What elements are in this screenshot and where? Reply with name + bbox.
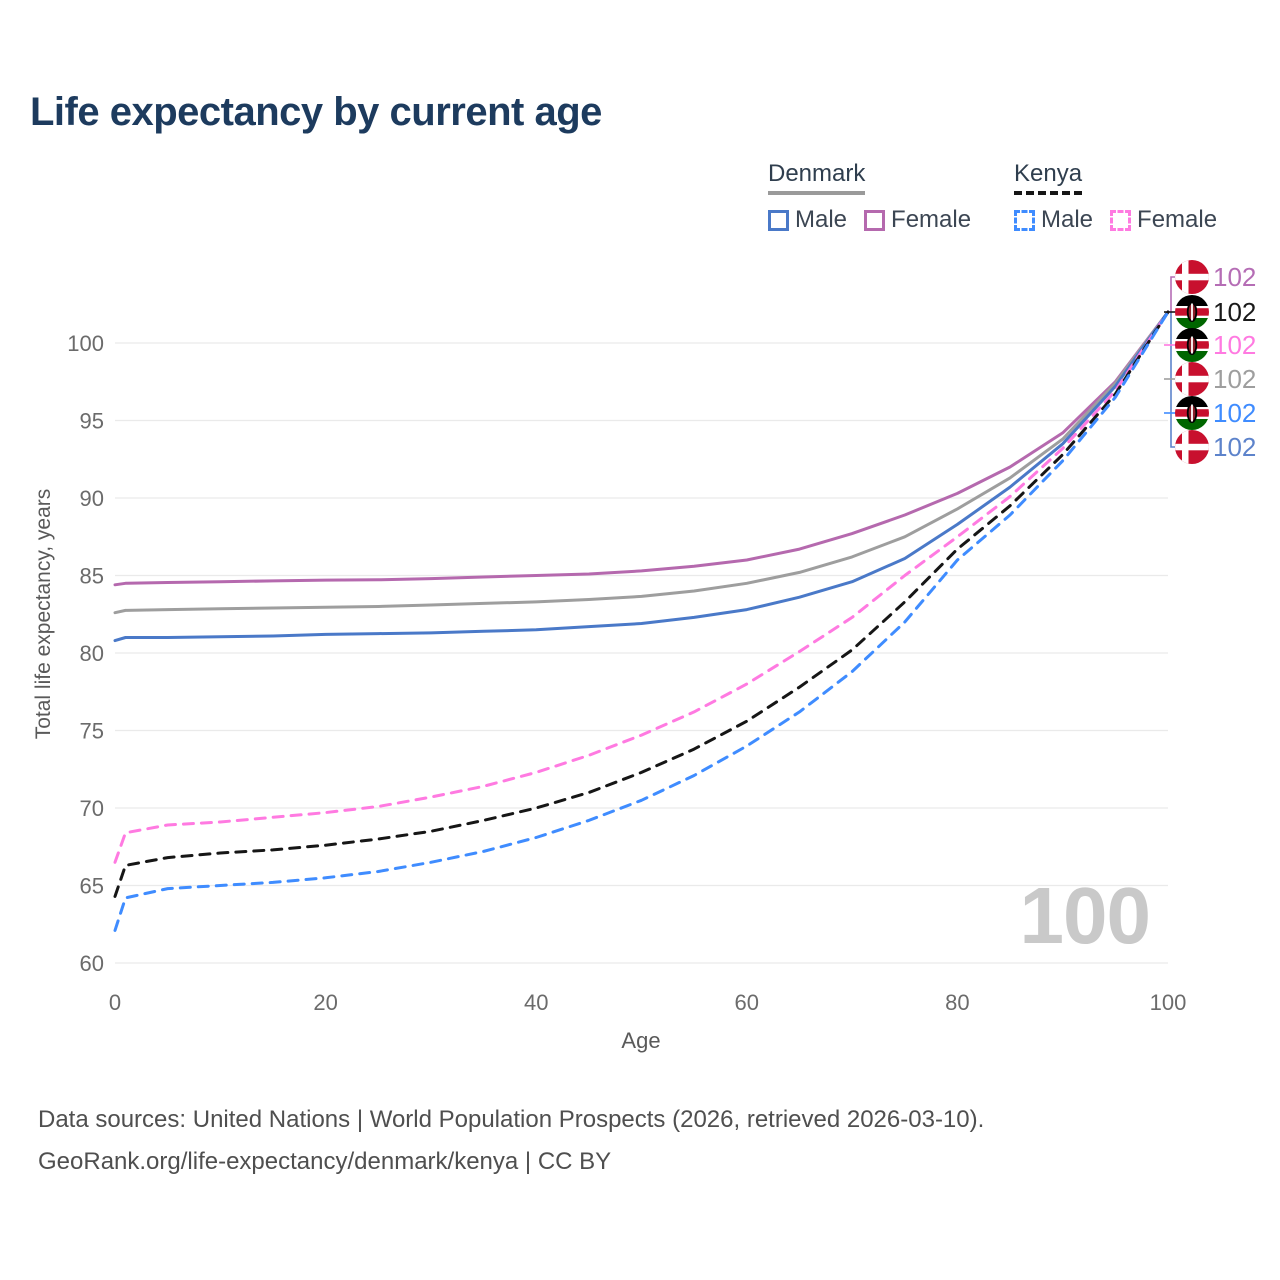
series-kenya-male[interactable] [113,310,1170,932]
legend-kenya-male-label: Male [1041,206,1094,233]
end-label-denmark-male: 102 [1213,432,1256,462]
legend-denmark-male-label: Male [795,206,848,233]
x-tick-60: 60 [735,990,759,1015]
x-tick-20: 20 [313,990,337,1015]
y-tick-90: 90 [80,486,104,511]
kenya-female-swatch-icon [1110,209,1132,231]
denmark-female-swatch-icon [864,209,886,231]
kenya-flag-icon [1175,328,1209,362]
legend-kenya-male[interactable]: Male [1014,206,1093,234]
x-tick-100: 100 [1150,990,1187,1015]
x-tick-80: 80 [945,990,969,1015]
y-axis-title: Total life expectancy, years [32,488,55,740]
legend-denmark-header[interactable]: Denmark [768,160,866,195]
series-denmark-both-sexes[interactable] [113,310,1170,615]
series-denmark-female[interactable] [113,310,1170,587]
legend-denmark-male[interactable]: Male [768,206,847,234]
denmark-flag-icon [1175,430,1209,464]
footer-attribution: GeoRank.org/life-expectancy/denmark/keny… [38,1148,612,1175]
x-tick-40: 40 [524,990,548,1015]
y-tick-60: 60 [80,951,104,976]
legend-denmark-female-label: Female [891,206,972,233]
legend-group-denmark: Denmark Male Female [768,160,971,234]
denmark-flag-icon [1175,362,1209,396]
legend-group-kenya: Kenya Male Female [1014,160,1217,234]
legend-kenya-female-label: Female [1137,206,1218,233]
y-tick-95: 95 [80,409,104,434]
x-axis-title: Age [621,1028,661,1053]
y-tick-75: 75 [80,719,104,744]
end-label-kenya-female: 102 [1213,330,1256,360]
series-denmark-male[interactable] [113,310,1170,643]
denmark-flag-icon [1175,260,1209,294]
y-tick-85: 85 [80,564,104,589]
legend-kenya-header[interactable]: Kenya [1014,160,1083,195]
page-title: Life expectancy by current age [30,90,602,134]
y-tick-80: 80 [80,641,104,666]
kenya-flag-icon [1175,396,1209,430]
kenya-flag-icon [1175,295,1209,329]
x-tick-0: 0 [109,990,121,1015]
denmark-male-swatch-icon [768,209,789,231]
y-tick-65: 65 [80,874,104,899]
y-tick-100: 100 [67,331,104,356]
y-tick-70: 70 [80,796,104,821]
end-label-denmark-both-sexes: 102 [1213,364,1256,394]
kenya-male-swatch-icon [1014,209,1035,231]
end-label-kenya-both-sexes: 102 [1213,297,1256,327]
legend-denmark-female[interactable]: Female [864,206,971,234]
legend-kenya-female[interactable]: Female [1110,206,1217,234]
series-kenya-both-sexes[interactable] [113,310,1170,898]
end-label-denmark-female: 102 [1213,262,1256,292]
current-age-watermark: 100 [1019,871,1151,960]
footer-data-sources: Data sources: United Nations | World Pop… [38,1106,985,1133]
series-kenya-female[interactable] [113,310,1170,864]
end-label-kenya-male: 102 [1213,398,1256,428]
